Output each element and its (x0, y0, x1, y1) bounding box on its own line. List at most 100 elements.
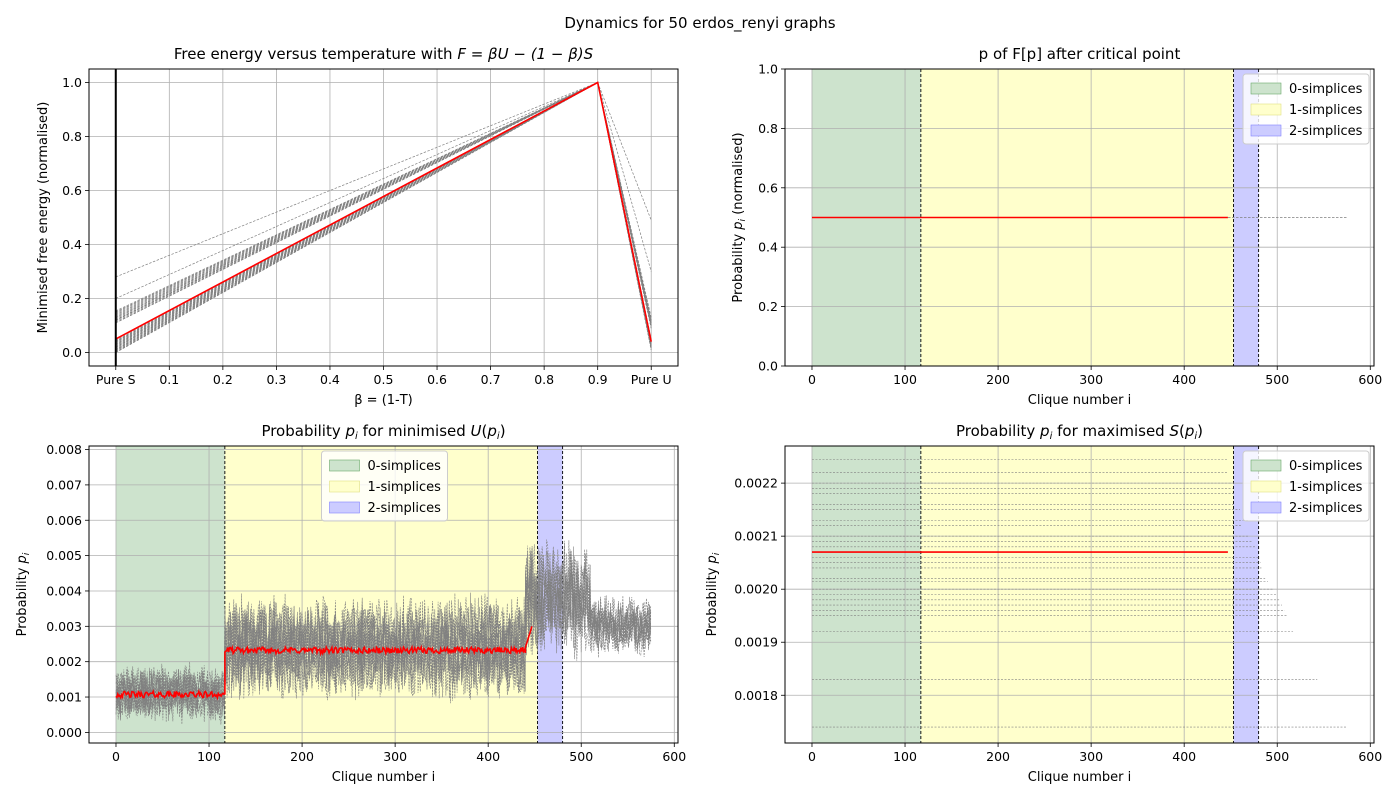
legend-label-1-simplices: 1-simplices (1289, 480, 1363, 495)
x-tick-label: 600 (1358, 749, 1382, 764)
y-tick-label: 0.000 (46, 725, 82, 740)
sample-line (115, 81, 652, 343)
x-tick-label: 100 (893, 372, 917, 387)
legend-swatch-2-simplices (1250, 501, 1282, 514)
y-tick-label: 0.0 (62, 345, 82, 360)
sample-line (115, 81, 652, 323)
y-axis-label: Minimised free energy (normalised) (36, 102, 51, 334)
plot-title: Free energy versus temperature with F = … (174, 45, 594, 63)
y-tick-label: 0.001 (46, 690, 82, 705)
sample-line (115, 539, 652, 721)
legend: 0-simplices 1-simplices 2-simplices (321, 450, 448, 522)
y-tick-label: 0.8 (758, 121, 778, 136)
y-tick-label: 0.6 (758, 180, 778, 195)
figure-suptitle: Dynamics for 50 erdos_renyi graphs (564, 14, 835, 33)
sample-line (115, 554, 652, 720)
sample-line (115, 81, 652, 342)
y-tick-label: 1.0 (758, 62, 778, 77)
legend-label-0-simplices: 0-simplices (368, 459, 442, 474)
x-axis-label: Clique number i (1028, 770, 1131, 785)
x-tick-label: 300 (1079, 372, 1103, 387)
y-tick-label: 0.008 (46, 442, 82, 457)
x-tick-label: 100 (893, 749, 917, 764)
legend-label-2-simplices: 2-simplices (1289, 124, 1363, 139)
y-tick-label: 0.006 (46, 513, 82, 528)
axes-frame (784, 68, 1375, 367)
x-tick-label: 500 (569, 749, 593, 764)
legend-swatch-0-simplices (329, 459, 360, 472)
y-tick-label: 0.0020 (734, 582, 778, 597)
plot-area (785, 446, 1374, 743)
y-tick-label: 0.002 (46, 654, 82, 669)
y-tick-label: 0.6 (62, 183, 82, 198)
x-tick-label: 600 (1358, 372, 1382, 387)
x-tick-label: 0.3 (266, 372, 286, 387)
x-tick-label: 0.9 (588, 372, 608, 387)
plot-title: Probability pi for minimised U(pi) (261, 422, 505, 442)
legend-swatch-1-simplices (1250, 103, 1282, 116)
x-tick-label: 500 (1265, 749, 1289, 764)
legend-label-2-simplices: 2-simplices (368, 501, 442, 516)
axes-frame (784, 445, 1375, 744)
legend: 0-simplices 1-simplices 2-simplices (1242, 73, 1370, 145)
x-tick-label: 0.1 (159, 372, 179, 387)
chart-p_max_S: 0 100 200 300 400 500 600 0.0018 0.0019 0.0020 0.0… (705, 422, 1382, 785)
legend-label-0-simplices: 0-simplices (1289, 459, 1363, 474)
y-tick-label: 0.005 (46, 548, 82, 563)
x-tick-label: 400 (476, 749, 500, 764)
y-tick-label: 0.2 (62, 291, 82, 306)
x-tick-label: 300 (1079, 749, 1103, 764)
y-tick-label: 1.0 (62, 75, 82, 90)
legend-label-0-simplices: 0-simplices (1289, 82, 1363, 97)
axes-frame (88, 445, 679, 744)
chart-p_after_critical: 0 100 200 300 400 500 600 0.0 0.2 0.4 0.6 0.8 1.0 Cli… (731, 45, 1382, 408)
y-tick-label: 0.007 (46, 477, 82, 492)
y-tick-label: 0.4 (758, 240, 778, 255)
legend: 0-simplices 1-simplices 2-simplices (1242, 450, 1370, 522)
x-tick-label: 400 (1172, 372, 1196, 387)
x-tick-label: 0.6 (427, 372, 447, 387)
y-axis-label: Probability pi (15, 552, 32, 636)
y-tick-label: 0.003 (46, 619, 82, 634)
x-tick-label: 300 (383, 749, 407, 764)
sample-line (115, 81, 652, 324)
legend-swatch-2-simplices (1250, 124, 1282, 137)
mean-line (115, 81, 652, 342)
y-tick-label: 0.4 (62, 237, 82, 252)
x-tick-label: 0.8 (534, 372, 554, 387)
y-tick-label: 0.0019 (734, 635, 778, 650)
y-tick-label: 0.0021 (734, 529, 778, 544)
x-tick-label: Pure U (631, 372, 672, 387)
x-tick-label: 200 (986, 372, 1010, 387)
x-tick-label: 100 (197, 749, 221, 764)
legend-swatch-2-simplices (329, 501, 360, 514)
x-axis-label: Clique number i (1028, 393, 1131, 408)
x-tick-label: 600 (662, 749, 686, 764)
x-tick-label: 500 (1265, 372, 1289, 387)
chart-free_energy: Pure S 0.1 0.2 0.3 0.4 0.5 0.6 0.7 0.8 0.9 Pure U 0… (36, 45, 679, 408)
sample-line (115, 550, 652, 720)
y-tick-label: 0.2 (758, 299, 778, 314)
legend-label-2-simplices: 2-simplices (1289, 501, 1363, 516)
chart-p_min_U: 0 100 200 300 400 500 600 0.000 0.001 0.002 0.003 0… (15, 422, 686, 785)
plot-area (89, 69, 678, 366)
legend-swatch-0-simplices (1250, 459, 1282, 472)
x-tick-label: Pure S (96, 372, 136, 387)
x-tick-label: 400 (1172, 749, 1196, 764)
x-tick-label: 200 (290, 749, 314, 764)
x-tick-label: 0 (112, 749, 120, 764)
sample-line (115, 544, 652, 722)
x-axis-label: Clique number i (332, 770, 435, 785)
legend-swatch-1-simplices (329, 480, 360, 493)
plot-title: p of F[p] after critical point (979, 45, 1181, 63)
x-tick-label: 0.4 (320, 372, 340, 387)
legend-label-1-simplices: 1-simplices (368, 480, 442, 495)
y-tick-label: 0.0 (758, 359, 778, 374)
x-axis-label: β = (1-T) (354, 393, 413, 408)
y-tick-label: 0.0018 (734, 688, 778, 703)
legend-swatch-0-simplices (1250, 82, 1282, 95)
y-tick-label: 0.0022 (734, 476, 778, 491)
plot-area (785, 69, 1374, 366)
x-tick-label: 0.7 (481, 372, 501, 387)
